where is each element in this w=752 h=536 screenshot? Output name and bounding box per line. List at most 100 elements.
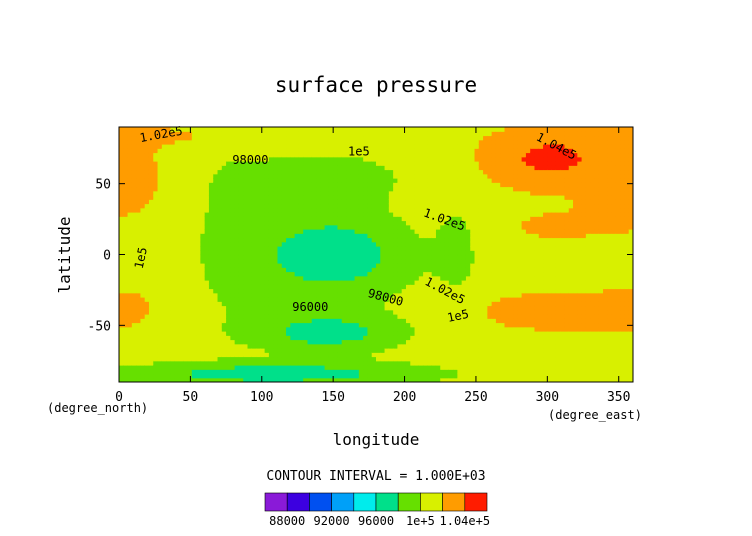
field-cell xyxy=(307,220,313,226)
field-cell xyxy=(281,173,287,179)
field-cell xyxy=(294,165,300,171)
field-cell xyxy=(281,254,287,260)
field-cell xyxy=(153,292,159,298)
field-cell xyxy=(316,365,321,370)
field-cell xyxy=(277,288,283,294)
field-cell xyxy=(311,356,317,362)
field-cell xyxy=(474,326,480,332)
field-cell xyxy=(414,135,420,141)
field-cell xyxy=(350,139,356,145)
field-cell xyxy=(337,182,343,188)
field-cell xyxy=(337,373,343,379)
field-cell xyxy=(144,343,150,349)
field-cell xyxy=(183,144,189,149)
field-cell xyxy=(170,297,176,302)
field-cell xyxy=(414,301,420,307)
field-cell xyxy=(376,369,381,375)
field-cell xyxy=(200,348,206,353)
field-cell xyxy=(264,229,270,234)
field-cell xyxy=(260,352,266,358)
field-cell xyxy=(140,314,146,319)
field-cell xyxy=(333,199,339,205)
field-cell xyxy=(358,297,364,302)
field-cell xyxy=(440,178,446,183)
field-cell xyxy=(346,250,351,256)
field-cell xyxy=(405,250,411,256)
field-cell xyxy=(260,377,266,382)
field-cell xyxy=(414,229,420,234)
field-cell xyxy=(256,271,261,277)
field-cell xyxy=(474,369,480,375)
field-cell xyxy=(196,258,201,264)
field-cell xyxy=(183,178,189,183)
field-cell xyxy=(157,301,163,307)
field-cell xyxy=(333,275,339,281)
field-cell xyxy=(264,224,270,230)
field-cell xyxy=(328,297,334,302)
field-cell xyxy=(337,284,343,290)
field-cell xyxy=(371,326,377,332)
field-cell xyxy=(324,309,330,315)
field-cell xyxy=(303,229,309,234)
field-cell xyxy=(196,246,201,251)
field-cell xyxy=(303,156,309,162)
field-cell xyxy=(273,339,279,345)
field-cell xyxy=(183,148,189,154)
field-cell xyxy=(333,135,339,141)
field-cell xyxy=(328,224,334,230)
field-cell xyxy=(435,216,441,222)
field-cell xyxy=(140,326,146,332)
field-cell xyxy=(341,229,347,234)
field-cell xyxy=(123,339,129,345)
field-cell xyxy=(393,360,399,366)
field-cell xyxy=(200,241,206,247)
field-cell xyxy=(388,156,394,162)
field-cell xyxy=(337,250,343,256)
field-cell xyxy=(371,229,377,234)
field-cell xyxy=(178,178,184,183)
field-cell xyxy=(341,182,347,188)
field-cell xyxy=(333,241,339,247)
field-cell xyxy=(251,356,257,362)
field-cell xyxy=(131,224,137,230)
field-cell xyxy=(367,369,373,375)
field-cell xyxy=(371,254,377,260)
field-cell xyxy=(470,203,476,209)
field-cell xyxy=(427,360,433,366)
field-cell xyxy=(281,241,287,247)
field-cell xyxy=(427,377,433,382)
field-cell xyxy=(183,305,189,311)
field-cell xyxy=(144,212,150,217)
field-cell xyxy=(251,335,257,341)
field-cell xyxy=(157,216,163,222)
field-cell xyxy=(144,360,150,366)
field-cell xyxy=(140,250,146,256)
field-cell xyxy=(465,165,471,171)
field-cell xyxy=(127,199,133,205)
field-cell xyxy=(170,161,176,166)
field-cell xyxy=(148,352,154,358)
field-cell xyxy=(187,369,193,375)
field-cell xyxy=(307,271,313,277)
field-cell xyxy=(161,335,167,341)
field-cell xyxy=(119,135,124,141)
field-cell xyxy=(320,348,326,353)
field-cell xyxy=(208,156,214,162)
field-cell xyxy=(131,152,137,158)
field-cell xyxy=(234,343,240,349)
field-cell xyxy=(264,267,270,273)
field-cell xyxy=(136,195,142,200)
field-cell xyxy=(268,377,274,382)
field-cell xyxy=(153,373,159,379)
field-cell xyxy=(191,178,197,183)
field-cell xyxy=(140,165,146,171)
field-cell xyxy=(187,148,193,154)
field-cell xyxy=(191,190,197,196)
field-cell xyxy=(217,305,223,311)
field-cell xyxy=(440,229,446,234)
field-cell xyxy=(405,173,411,179)
field-cell xyxy=(324,377,330,382)
field-cell xyxy=(140,190,146,196)
field-cell xyxy=(397,135,403,141)
field-cell xyxy=(346,139,351,145)
